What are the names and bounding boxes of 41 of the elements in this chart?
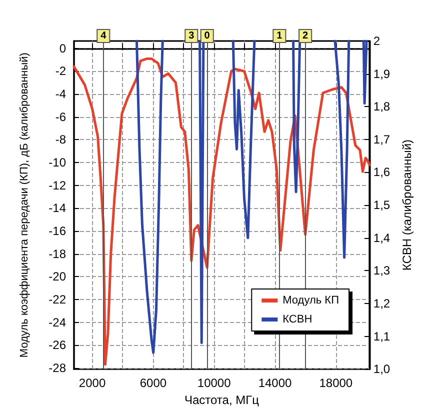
y-tick-label: -28 xyxy=(48,360,66,375)
y2-tick-label: 1,4 xyxy=(373,230,390,245)
y2-tick-label: 1,9 xyxy=(373,66,390,81)
y2-tick-label: 1,8 xyxy=(373,100,390,114)
x-tick-label: 18000 xyxy=(319,376,353,390)
y-tick-label: -24 xyxy=(48,315,66,330)
x-tick-label: 6000 xyxy=(140,376,167,390)
y-tick-label: -20 xyxy=(48,270,66,284)
y-tick-label: -12 xyxy=(48,178,66,192)
x-axis-title: Частота, МГц xyxy=(184,393,260,407)
y-tick-label: -4 xyxy=(55,87,66,102)
y-tick-label: -6 xyxy=(55,110,66,124)
y2-tick-label: 1,5 xyxy=(373,198,390,212)
y-tick-label: -22 xyxy=(48,292,66,306)
y2-tick-label: 1,3 xyxy=(373,264,390,278)
annotation: 4 xyxy=(100,30,107,42)
legend-label: КСВН xyxy=(282,314,312,326)
y-tick-label: -26 xyxy=(48,338,66,352)
y-tick-label: -10 xyxy=(48,156,66,170)
y-tick-label: -18 xyxy=(48,246,66,261)
y-tick-label: -14 xyxy=(48,201,66,216)
x-tick-label: 10000 xyxy=(197,376,232,390)
y-tick-label: 0 xyxy=(59,41,66,56)
annotation: 3 xyxy=(188,30,195,42)
annotation: 0 xyxy=(204,30,210,42)
y2-tick-label: 1,1 xyxy=(373,329,390,344)
y2-tick-label: 1,0 xyxy=(373,362,390,376)
y2-tick-label: 1,2 xyxy=(373,296,390,310)
y-tick-label: -16 xyxy=(48,224,66,238)
y2-tick-label: 2 xyxy=(373,34,380,48)
y-tick-label: -8 xyxy=(55,132,66,147)
y2-axis-title: КСВН (калиброванный) xyxy=(400,139,414,271)
annotation: 2 xyxy=(302,30,309,42)
annotation: 1 xyxy=(276,30,283,42)
y2-tick-label: 1,7 xyxy=(373,132,390,146)
y-axis-title: Модуль коэффициента передачи (КП), дБ (калиброванный) xyxy=(18,52,30,358)
x-tick-label: 2000 xyxy=(78,376,106,390)
legend-label: Модуль КП xyxy=(282,294,340,306)
y2-tick-label: 1,6 xyxy=(373,165,390,180)
y-tick-label: -2 xyxy=(55,64,66,78)
x-tick-label: 14000 xyxy=(258,376,292,390)
